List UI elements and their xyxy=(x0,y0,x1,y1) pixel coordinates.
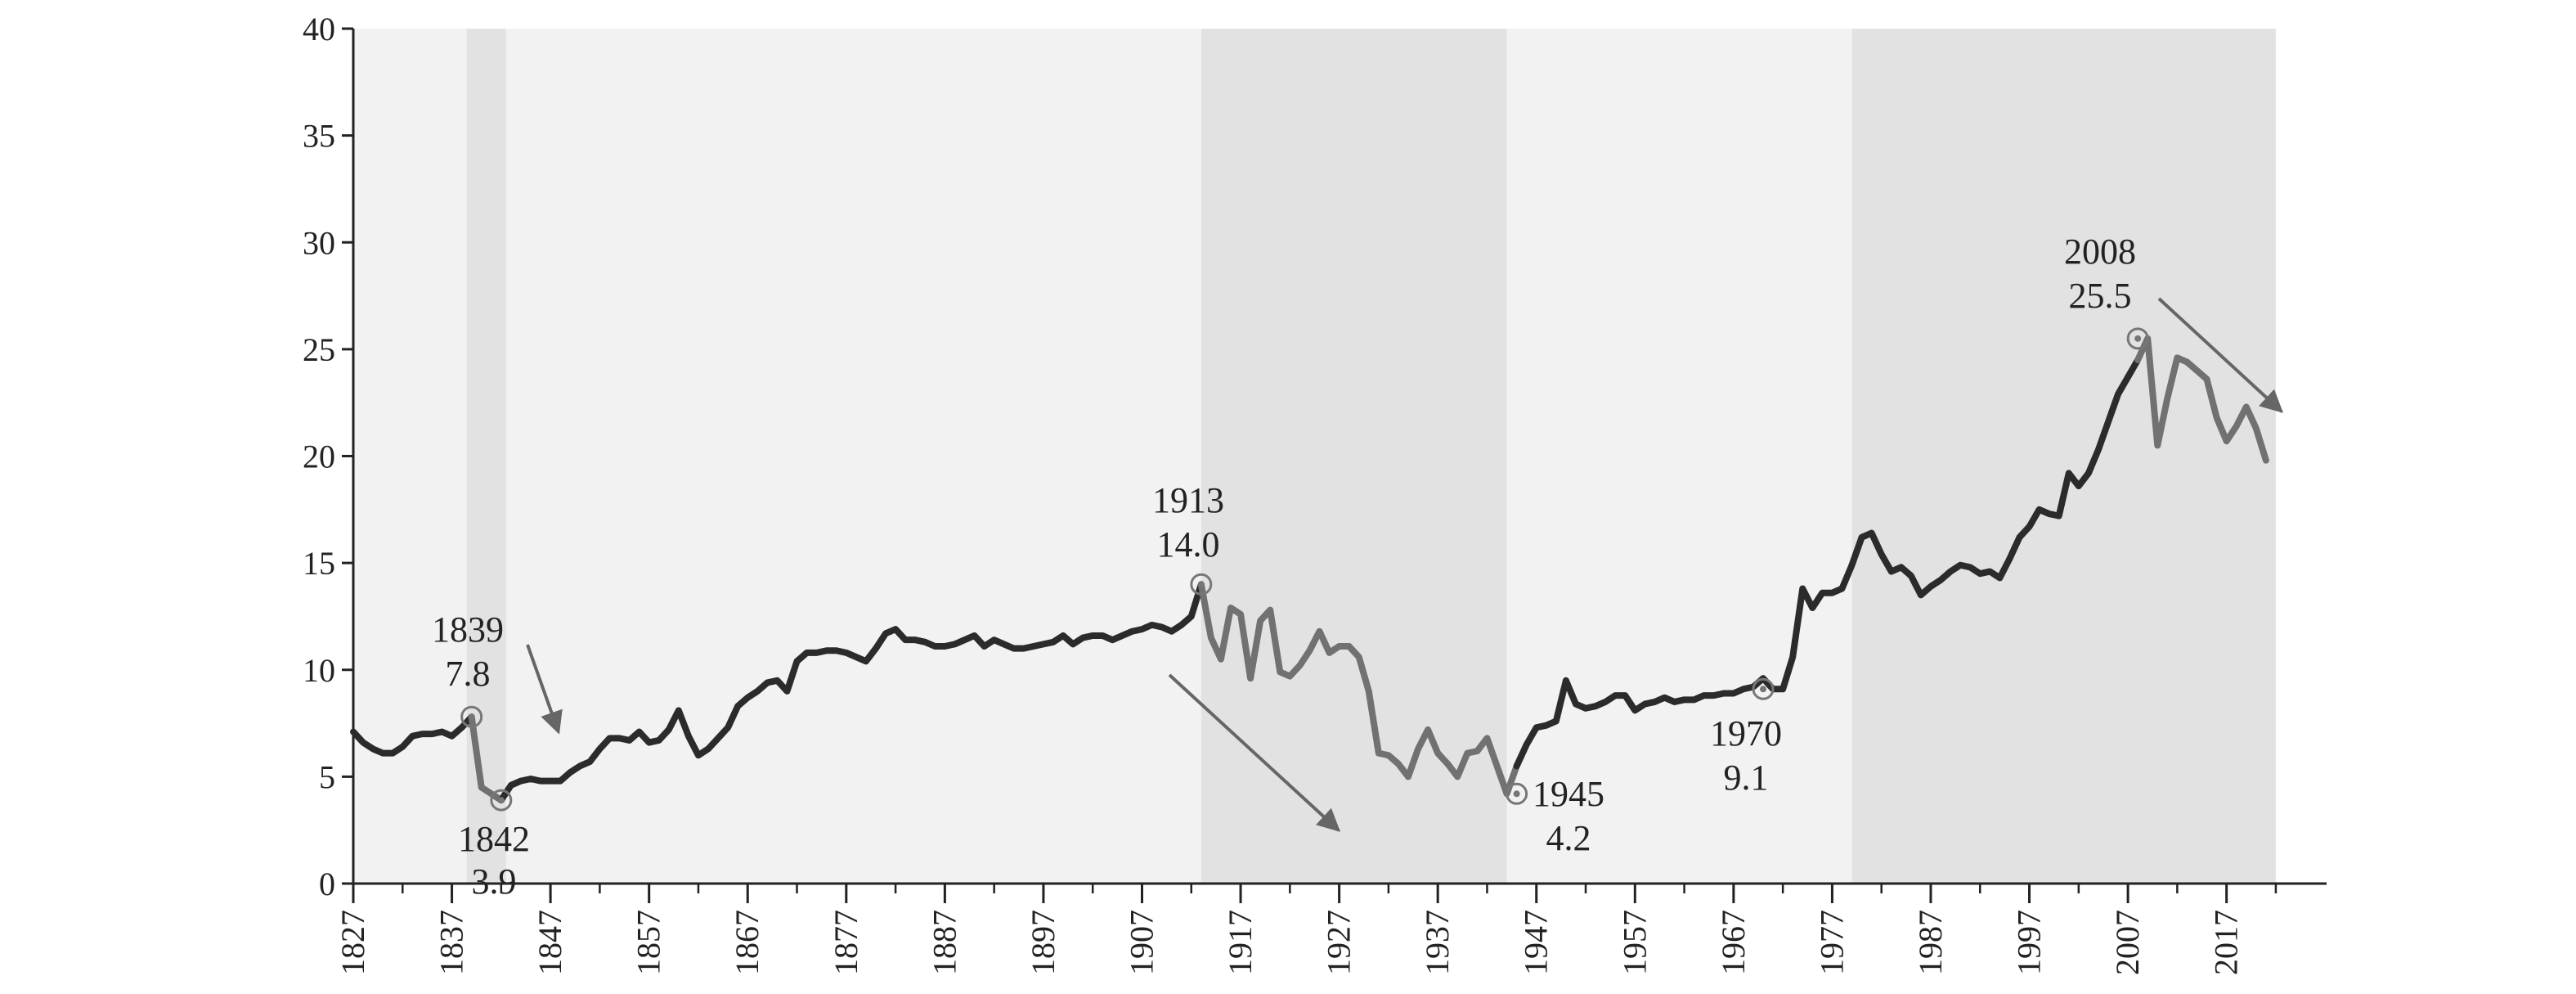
y-tick-label-25: 25 xyxy=(303,331,335,368)
x-tick-label-1867: 1867 xyxy=(729,910,765,975)
y-tick-label-20: 20 xyxy=(303,439,335,475)
y-tick-label-0: 0 xyxy=(319,866,335,902)
series-segment-1842-1913 xyxy=(497,581,1205,804)
x-tick-label-1967: 1967 xyxy=(1715,910,1752,975)
annotation-marker-dot-1970 xyxy=(1760,686,1767,693)
x-tick-label-1837: 1837 xyxy=(433,910,470,975)
shaded-periods xyxy=(353,29,2276,884)
annotation-marker-dot-1945 xyxy=(1513,790,1520,798)
series-segment-1839-1842 xyxy=(468,713,505,804)
x-tick-label-1887: 1887 xyxy=(926,910,963,975)
x-tick-label-1957: 1957 xyxy=(1616,910,1653,975)
x-tick-label-2007: 2007 xyxy=(2109,910,2146,975)
series-segment-2008-2021 xyxy=(2134,335,2269,464)
annotation-marker-dot-1842 xyxy=(497,797,505,804)
shaded-period-0 xyxy=(353,29,467,884)
series-segment-1945-1970 xyxy=(1513,675,1767,770)
shaded-period-4 xyxy=(1506,29,1852,884)
shaded-period-5 xyxy=(1851,29,2276,884)
x-tick-label-1857: 1857 xyxy=(631,910,667,975)
annotation-2008-year: 2008 xyxy=(2064,232,2136,272)
annotation-markers xyxy=(460,327,2149,812)
y-tick-label-5: 5 xyxy=(319,758,335,795)
y-tick-label-40: 40 xyxy=(303,11,335,47)
axes: 0 5 10 15 20 25 30 35 40 1827 1837 1847 1857 1867 1877… xyxy=(303,11,2327,975)
x-tick-label-1907: 1907 xyxy=(1123,910,1160,975)
annotation-1842-value: 3.9 xyxy=(472,861,517,902)
annotation-1839-year: 1839 xyxy=(432,609,504,650)
y-tick-label-10: 10 xyxy=(303,652,335,689)
shaded-period-2 xyxy=(505,29,1201,884)
x-tick-label-1987: 1987 xyxy=(1912,910,1949,975)
y-tick-label-35: 35 xyxy=(303,118,335,155)
x-tick-label-1927: 1927 xyxy=(1321,910,1358,975)
annotation-1945-value: 4.2 xyxy=(1546,818,1591,858)
x-tick-label-1827: 1827 xyxy=(334,910,371,975)
annotation-1970-value: 9.1 xyxy=(1724,758,1769,798)
series-segment-1913-1945 xyxy=(1197,581,1520,798)
annotation-marker-dot-2008 xyxy=(2134,335,2142,342)
x-tick-label-1877: 1877 xyxy=(828,910,864,975)
trend-arrow-1913 xyxy=(1168,673,1341,832)
annotation-marker-1945 xyxy=(1506,782,1528,805)
annotation-marker-2008 xyxy=(2126,327,2149,350)
shaded-period-1 xyxy=(466,29,506,884)
annotation-1913-value: 14.0 xyxy=(1157,524,1220,564)
annotation-1945-year: 1945 xyxy=(1533,774,1604,814)
trend-arrow-1839 xyxy=(526,644,563,735)
annotation-marker-1913 xyxy=(1190,573,1213,596)
series-segment-1827-1839 xyxy=(350,713,475,757)
annotation-marker-1970 xyxy=(1752,677,1775,700)
x-tick-label-1937: 1937 xyxy=(1419,910,1456,975)
x-tick-label-1847: 1847 xyxy=(532,910,568,975)
series-segment-1970-2008 xyxy=(1760,356,2142,693)
annotation-1913-year: 1913 xyxy=(1152,480,1224,520)
shaded-period-3 xyxy=(1200,29,1507,884)
x-tick-label-1917: 1917 xyxy=(1222,910,1259,975)
annotation-marker-dot-1913 xyxy=(1197,581,1205,588)
annotation-2008-value: 25.5 xyxy=(2069,276,2132,316)
annotation-marker-dot-1839 xyxy=(468,713,475,721)
annotation-1842-year: 1842 xyxy=(458,819,530,859)
annotation-1970-year: 1970 xyxy=(1710,713,1782,753)
series-line xyxy=(350,335,2269,804)
x-tick-label-1897: 1897 xyxy=(1025,910,1061,975)
trend-arrow-2008 xyxy=(2157,297,2284,413)
annotation-marker-1839 xyxy=(460,705,483,728)
y-tick-label-15: 15 xyxy=(303,545,335,582)
x-tick-label-1997: 1997 xyxy=(2011,910,2048,975)
trend-arrows xyxy=(526,297,2284,832)
x-tick-label-1977: 1977 xyxy=(1813,910,1850,975)
annotation-1839-value: 7.8 xyxy=(446,654,491,694)
y-tick-label-30: 30 xyxy=(303,224,335,261)
x-tick-label-2017: 2017 xyxy=(2208,910,2245,975)
annotation-marker-1842 xyxy=(490,789,513,812)
x-tick-label-1947: 1947 xyxy=(1518,910,1555,975)
